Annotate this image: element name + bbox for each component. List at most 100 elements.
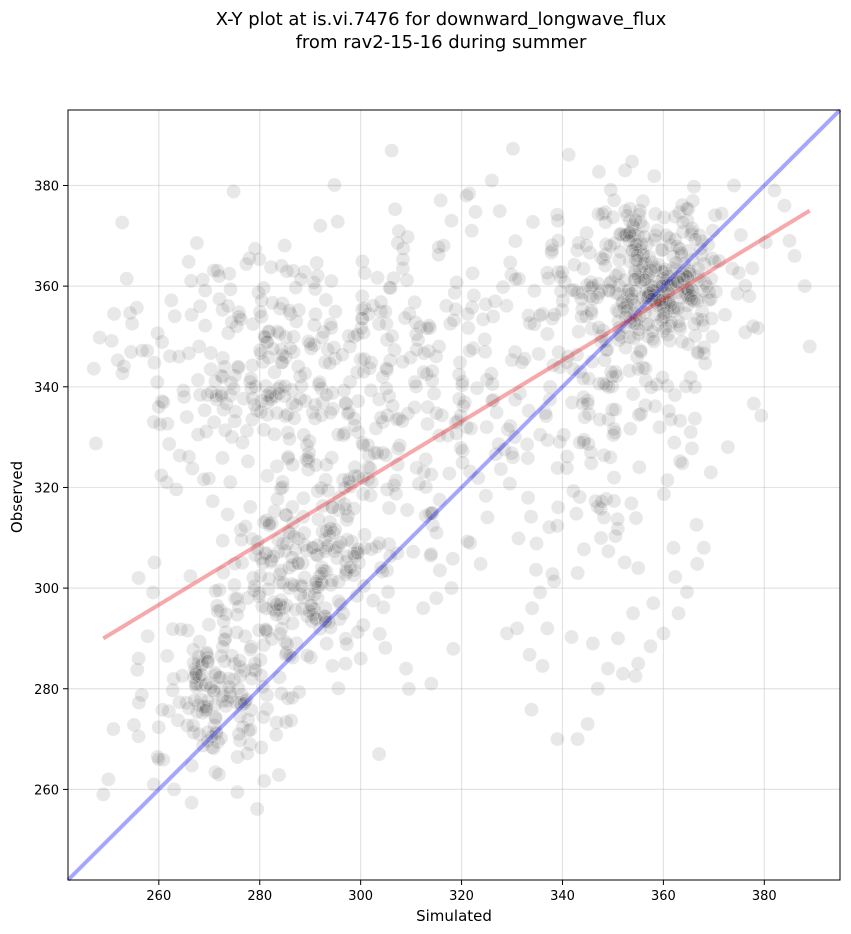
scatter-point — [357, 301, 372, 316]
x-tick-label: 340 — [550, 889, 575, 904]
scatter-point — [658, 228, 674, 243]
scatter-point — [360, 471, 376, 487]
scatter-point — [205, 493, 220, 509]
scatter-point — [231, 599, 247, 615]
scatter-point — [301, 445, 317, 460]
scatter-point — [640, 316, 656, 332]
scatter-point — [521, 308, 536, 323]
scatter-point — [280, 425, 296, 440]
scatter-point — [438, 298, 454, 314]
scatter-point — [184, 758, 200, 773]
scatter-point — [418, 508, 434, 524]
scatter-point — [315, 498, 330, 514]
scatter-point — [535, 306, 550, 322]
scatter-point — [611, 304, 627, 320]
scatter-point — [204, 729, 219, 745]
scatter-point — [300, 462, 316, 477]
scatter-point — [546, 357, 561, 373]
scatter-point — [668, 276, 683, 291]
scatter-point — [576, 389, 591, 405]
scatter-point — [183, 273, 199, 289]
scatter-point — [232, 659, 248, 675]
scatter-point — [176, 383, 191, 398]
scatter-point — [191, 649, 207, 664]
scatter-point — [239, 256, 254, 272]
scatter-point — [280, 691, 296, 706]
scatter-point — [372, 535, 387, 551]
scatter-point — [248, 379, 263, 394]
scatter-point — [281, 560, 297, 576]
scatter-point — [694, 247, 710, 263]
scatter-point — [603, 182, 619, 198]
scatter-point — [436, 238, 451, 253]
scatter-point — [652, 293, 667, 309]
scatter-point — [625, 386, 641, 402]
scatter-point — [738, 278, 753, 294]
scatter-point — [253, 551, 269, 566]
scatter-point — [384, 143, 399, 158]
scatter-point — [389, 545, 405, 561]
scatter-point — [151, 399, 167, 415]
scatter-point — [674, 197, 690, 213]
scatter-point — [310, 537, 326, 553]
scatter-point — [640, 288, 655, 304]
scatter-point — [256, 773, 272, 789]
scatter-point — [307, 610, 323, 626]
scatter-point — [470, 470, 486, 486]
scatter-point — [652, 419, 667, 435]
scatter-point — [308, 306, 323, 322]
scatter-point — [564, 283, 579, 298]
scatter-point — [687, 411, 703, 426]
scatter-point — [655, 276, 671, 292]
scatter-point — [658, 285, 673, 301]
scatter-point — [703, 465, 719, 480]
scatter-point — [690, 293, 706, 309]
scatter-point — [570, 565, 585, 581]
scatter-point — [583, 280, 599, 295]
scatter-point — [729, 286, 745, 302]
scatter-point — [169, 482, 184, 497]
scatter-point — [464, 300, 480, 315]
scatter-point — [576, 541, 592, 557]
scatter-point — [325, 401, 341, 417]
scatter-point — [643, 638, 658, 654]
scatter-point — [312, 621, 328, 637]
scatter-point — [253, 740, 269, 755]
scatter-point — [689, 517, 704, 533]
scatter-point — [245, 531, 260, 547]
scatter-point — [267, 364, 282, 380]
scatter-point — [350, 542, 366, 557]
scatter-point — [296, 427, 312, 443]
scatter-point — [276, 600, 292, 616]
scatter-point — [782, 233, 797, 249]
scatter-point — [589, 290, 605, 305]
scatter-point — [101, 771, 116, 787]
scatter-point — [290, 555, 306, 571]
scatter-point — [400, 406, 416, 421]
scatter-point — [197, 283, 213, 298]
scatter-point — [318, 614, 333, 630]
scatter-point — [265, 601, 281, 617]
scatter-point — [187, 692, 202, 708]
scatter-point — [324, 499, 340, 515]
scatter-point — [643, 379, 659, 395]
scatter-point — [230, 784, 245, 800]
scatter-point — [310, 268, 326, 284]
scatter-point — [223, 474, 238, 490]
scatter-point — [583, 303, 599, 319]
scatter-point — [195, 705, 211, 721]
scatter-point — [626, 294, 642, 309]
scatter-point — [355, 486, 371, 502]
scatter-point — [344, 534, 360, 549]
scatter-point — [488, 446, 504, 462]
scatter-point — [628, 241, 644, 257]
scatter-point — [686, 293, 702, 309]
scatter-point — [504, 267, 519, 283]
scatter-point — [672, 453, 688, 469]
scatter-point — [683, 424, 699, 440]
scatter-point — [318, 600, 333, 616]
scatter-point — [601, 412, 616, 427]
scatter-point — [333, 596, 349, 612]
scatter-point — [387, 201, 403, 217]
scatter-point — [685, 252, 700, 268]
